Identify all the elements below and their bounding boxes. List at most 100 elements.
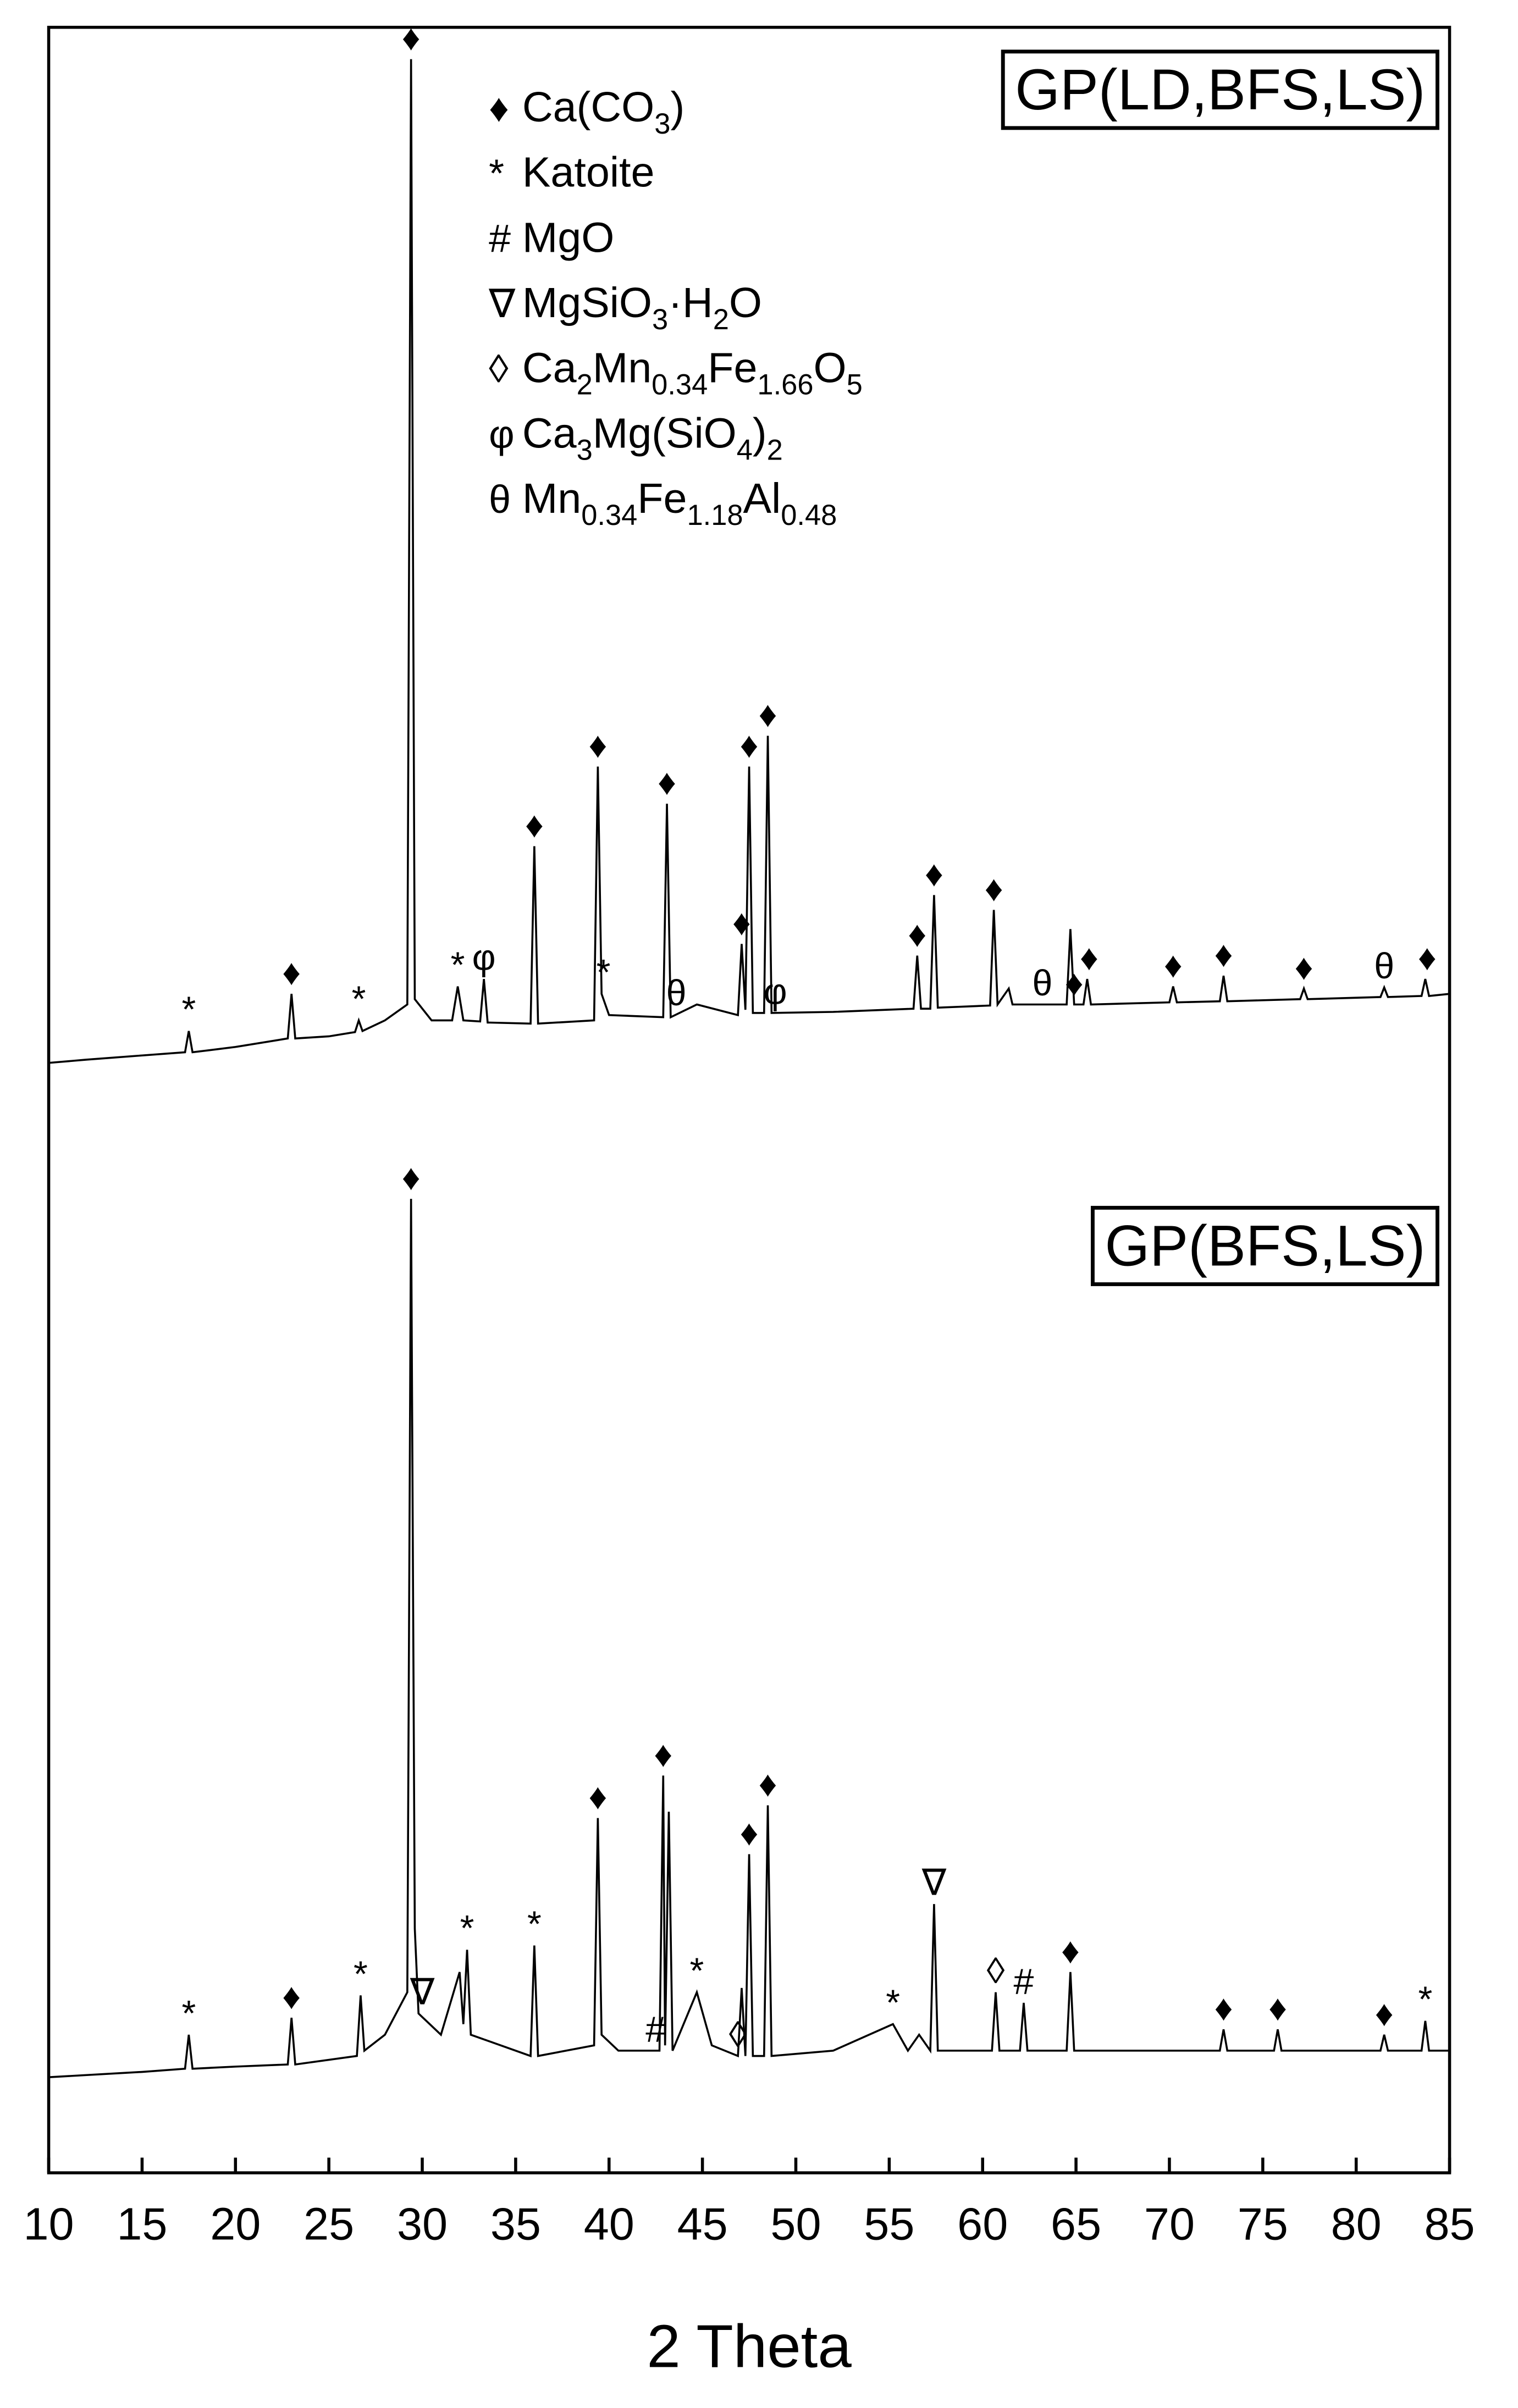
legend-subscript: 2 — [767, 434, 783, 466]
legend-symbol: * — [489, 152, 504, 196]
legend-text: Katoite — [522, 149, 655, 196]
legend-text: Ca(CO — [522, 84, 654, 131]
peak-marker: ♦ — [740, 725, 759, 766]
legend-symbol: # — [489, 217, 511, 261]
peak-marker: ◊ — [729, 2014, 747, 2055]
peak-marker: * — [181, 1993, 196, 2034]
legend-subscript: 4 — [737, 434, 753, 466]
peak-marker: ♦ — [525, 805, 544, 845]
peak-marker: ♦ — [1065, 963, 1084, 1004]
pattern-label: GP(LD,BFS,LS) — [1015, 58, 1425, 122]
legend-label: Ca2Mn0.34Fe1.66O5 — [522, 345, 863, 401]
legend-text: Mn — [522, 475, 581, 522]
peak-marker: ♦ — [759, 694, 777, 735]
peak-marker: * — [527, 1904, 542, 1945]
legend-subscript: 2 — [577, 369, 593, 401]
peak-marker: ♦ — [282, 1976, 301, 2017]
peak-marker: # — [645, 2009, 666, 2050]
peak-marker: ◊ — [987, 1951, 1005, 1991]
peak-marker: ♦ — [588, 725, 607, 766]
legend-text: Ca — [522, 345, 577, 392]
legend-symbol: ◊ — [489, 347, 509, 391]
xrd-pattern — [48, 59, 1450, 1064]
x-tick-label: 15 — [117, 2199, 167, 2250]
legend-text: Fe — [637, 475, 687, 522]
legend-label: Ca3Mg(SiO4)2 — [522, 409, 783, 466]
legend-subscript: 1.66 — [757, 369, 813, 401]
legend-symbol: θ — [489, 478, 511, 522]
x-tick-label: 25 — [303, 2199, 354, 2250]
x-axis-title: 2 Theta — [647, 2312, 852, 2380]
legend-label: MgSiO3·H2O — [522, 279, 762, 336]
x-tick-label: 75 — [1238, 2199, 1288, 2250]
x-tick-label: 45 — [677, 2199, 728, 2250]
peak-marker: ♦ — [1164, 945, 1183, 986]
peak-marker: θ — [666, 973, 687, 1014]
peak-marker: ♦ — [588, 1776, 607, 1817]
peak-marker: ♦ — [1295, 947, 1313, 988]
x-tick-label: 50 — [770, 2199, 821, 2250]
peak-marker: ∇ — [410, 1972, 435, 2013]
peak-marker: ♦ — [1375, 1993, 1394, 2034]
peak-marker: ♦ — [740, 1813, 759, 1853]
legend-symbol: ∇ — [488, 282, 516, 326]
legend-symbol: φ — [489, 412, 515, 456]
peak-marker: ♦ — [654, 1734, 672, 1775]
peak-marker: ♦ — [1215, 934, 1233, 975]
peak-marker: ♦ — [985, 868, 1003, 909]
x-tick-label: 20 — [210, 2199, 261, 2250]
x-tick-label: 10 — [24, 2199, 74, 2250]
x-tick-label: 85 — [1424, 2199, 1475, 2250]
x-tick-label: 80 — [1331, 2199, 1382, 2250]
legend-text: MgO — [522, 214, 614, 261]
x-tick-label: 30 — [397, 2199, 448, 2250]
legend-text: ) — [670, 84, 685, 131]
peak-marker: * — [181, 989, 196, 1030]
legend-subscript: 1.18 — [687, 500, 743, 532]
pattern-label: GP(BFS,LS) — [1105, 1214, 1426, 1278]
legend-subscript: 0.34 — [652, 369, 708, 401]
peak-marker: ♦ — [1080, 938, 1099, 978]
peak-marker: ♦ — [1418, 938, 1437, 978]
peak-marker: ♦ — [908, 914, 926, 955]
legend-text: Fe — [708, 345, 757, 392]
peak-marker: ♦ — [759, 1764, 777, 1804]
legend-label: MgO — [522, 214, 614, 261]
peak-marker: * — [460, 1908, 474, 1949]
peak-marker: ♦ — [282, 953, 301, 993]
legend-text: Ca — [522, 409, 577, 457]
peak-marker: * — [886, 1983, 900, 2023]
peak-marker: * — [451, 945, 465, 986]
peak-marker: ♦ — [658, 762, 676, 803]
legend-subscript: 5 — [847, 369, 863, 401]
legend-subscript: 2 — [713, 304, 729, 336]
legend-symbol: ♦ — [489, 86, 509, 130]
pattern-label-box — [1001, 49, 1439, 130]
peak-marker: θ — [1374, 946, 1394, 987]
legend-label: Katoite — [522, 149, 655, 196]
peak-marker: # — [1014, 1961, 1034, 2002]
peak-marker: * — [1418, 1979, 1432, 2020]
legend-text: Al — [743, 475, 781, 522]
legend-label: Mn0.34Fe1.18Al0.48 — [522, 475, 837, 532]
plot-frame — [47, 25, 1451, 2174]
peak-marker: θ — [1033, 963, 1053, 1004]
x-tick-label: 70 — [1144, 2199, 1195, 2250]
legend-text: Mn — [593, 345, 652, 392]
xrd-pattern — [48, 1199, 1450, 2078]
peak-marker: * — [597, 953, 611, 993]
peak-marker: φ — [472, 938, 496, 978]
peak-marker: * — [352, 979, 366, 1020]
legend-subscript: 3 — [577, 434, 593, 466]
legend-subscript: 3 — [654, 108, 670, 140]
pattern-label-box — [1091, 1205, 1439, 1286]
legend-text: Mg(SiO — [593, 409, 737, 457]
peak-marker: * — [354, 1954, 368, 1995]
peak-marker: ♦ — [1215, 1988, 1233, 2029]
peak-marker: ♦ — [925, 854, 943, 894]
x-tick-label: 40 — [584, 2199, 634, 2250]
legend-text: ·H — [668, 279, 713, 326]
legend-text: ) — [753, 409, 767, 457]
legend-text: O — [729, 279, 762, 326]
peak-marker: ♦ — [402, 1158, 421, 1198]
